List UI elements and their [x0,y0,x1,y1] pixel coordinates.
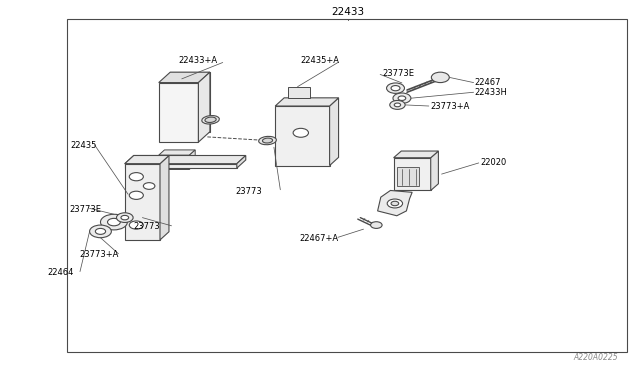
Polygon shape [330,98,339,166]
Bar [397,167,419,186]
Polygon shape [159,83,198,142]
Polygon shape [378,190,412,216]
Bar [67,19,627,352]
Circle shape [391,86,400,91]
Circle shape [116,213,133,222]
Text: 23773: 23773 [235,187,262,196]
Circle shape [391,201,399,206]
Text: 23773E: 23773E [69,205,101,214]
Polygon shape [198,72,210,142]
Text: 22435: 22435 [70,141,97,150]
Circle shape [129,221,143,229]
Circle shape [387,83,404,93]
Text: 23773+A: 23773+A [79,250,119,259]
Polygon shape [237,155,246,168]
Circle shape [129,191,143,199]
Ellipse shape [262,138,273,143]
Polygon shape [125,164,160,240]
Circle shape [129,173,143,181]
Circle shape [393,93,411,103]
Circle shape [387,199,403,208]
Text: 22467+A: 22467+A [299,234,339,243]
Text: 23773E: 23773E [383,69,415,78]
Polygon shape [159,150,195,155]
Circle shape [371,222,382,228]
Polygon shape [275,98,339,106]
Polygon shape [125,155,246,164]
Text: 23773+A: 23773+A [431,102,470,110]
Text: 22464: 22464 [47,268,74,277]
Polygon shape [125,164,237,168]
Polygon shape [394,158,431,190]
Circle shape [90,225,111,238]
Text: 22433: 22433 [331,7,364,17]
Text: 22433H: 22433H [475,88,508,97]
Text: 23773: 23773 [134,222,161,231]
Text: 22467: 22467 [475,78,501,87]
Circle shape [95,228,106,234]
Ellipse shape [202,116,220,124]
Circle shape [431,72,449,83]
Circle shape [394,103,401,107]
Polygon shape [170,72,210,132]
Text: 22435+A: 22435+A [301,56,339,65]
Polygon shape [288,87,310,98]
Polygon shape [189,150,195,169]
Ellipse shape [259,137,276,145]
Circle shape [121,215,129,220]
Circle shape [398,96,406,100]
Polygon shape [431,151,438,190]
Circle shape [390,100,405,109]
Text: 22020: 22020 [480,158,506,167]
Polygon shape [159,155,189,169]
Circle shape [108,218,120,226]
Text: 22433+A: 22433+A [179,56,218,65]
Polygon shape [125,155,169,164]
Ellipse shape [205,117,216,122]
Polygon shape [394,151,438,158]
Text: A220A0225: A220A0225 [573,353,618,362]
Polygon shape [159,72,210,83]
Polygon shape [275,106,330,166]
Circle shape [143,183,155,189]
Circle shape [100,214,127,230]
Polygon shape [160,155,169,240]
Circle shape [293,128,308,137]
